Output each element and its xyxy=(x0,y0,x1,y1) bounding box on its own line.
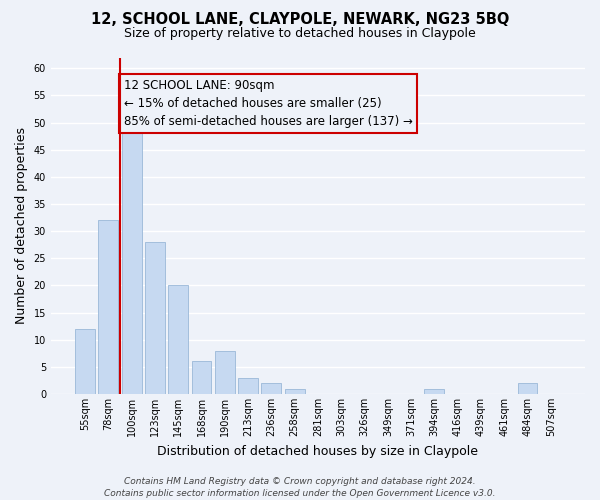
Bar xyxy=(169,286,188,394)
X-axis label: Distribution of detached houses by size in Claypole: Distribution of detached houses by size … xyxy=(157,444,478,458)
Text: Size of property relative to detached houses in Claypole: Size of property relative to detached ho… xyxy=(124,28,476,40)
Text: Contains HM Land Registry data © Crown copyright and database right 2024.
Contai: Contains HM Land Registry data © Crown c… xyxy=(104,476,496,498)
Bar xyxy=(191,362,211,394)
Bar xyxy=(238,378,258,394)
Bar xyxy=(215,350,235,394)
Y-axis label: Number of detached properties: Number of detached properties xyxy=(15,128,28,324)
Text: 12 SCHOOL LANE: 90sqm
← 15% of detached houses are smaller (25)
85% of semi-deta: 12 SCHOOL LANE: 90sqm ← 15% of detached … xyxy=(124,79,412,128)
Bar xyxy=(98,220,118,394)
Bar xyxy=(518,383,538,394)
Bar xyxy=(75,329,95,394)
Text: 12, SCHOOL LANE, CLAYPOLE, NEWARK, NG23 5BQ: 12, SCHOOL LANE, CLAYPOLE, NEWARK, NG23 … xyxy=(91,12,509,28)
Bar xyxy=(285,388,305,394)
Bar xyxy=(424,388,444,394)
Bar xyxy=(262,383,281,394)
Bar xyxy=(145,242,165,394)
Bar xyxy=(122,134,142,394)
